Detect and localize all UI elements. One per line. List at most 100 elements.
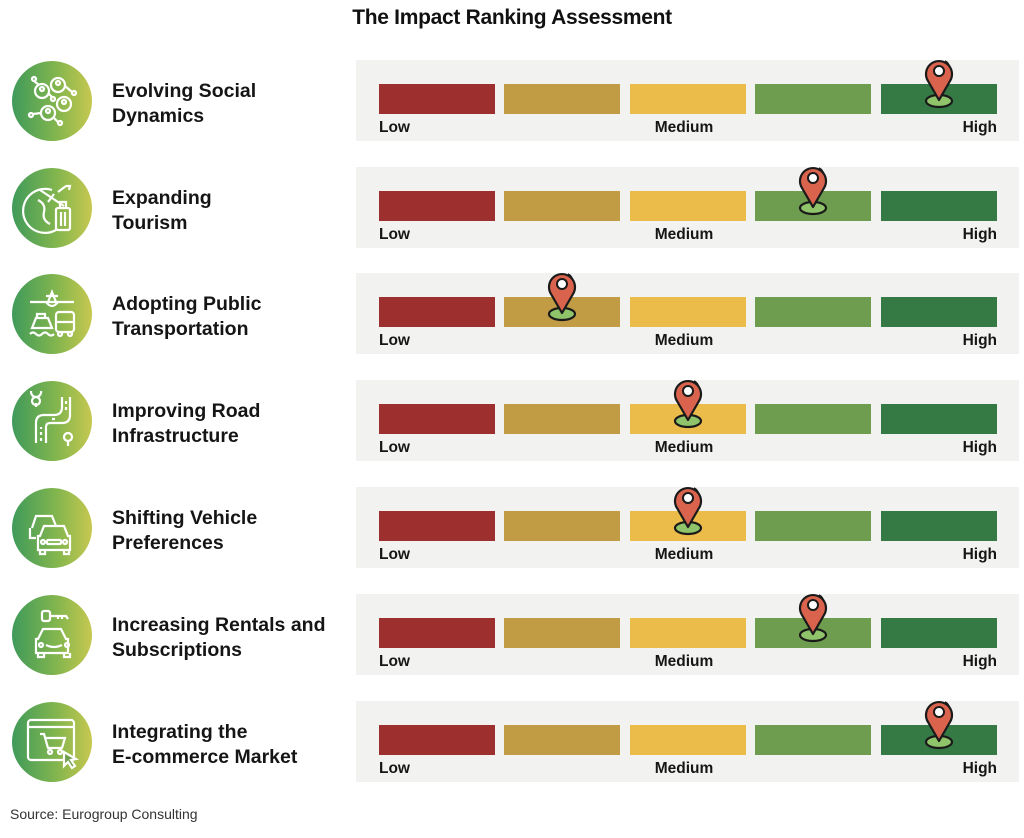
scale-segment-5 bbox=[881, 404, 997, 434]
ecommerce-cart-icon bbox=[12, 702, 92, 782]
factor-label-line: Expanding bbox=[112, 187, 212, 209]
scale-segment-1 bbox=[379, 297, 495, 327]
factor-label: Shifting Vehicle Preferences bbox=[112, 506, 257, 556]
factor-label-line: Evolving Social bbox=[112, 80, 257, 102]
factor-label: Adopting Public Transportation bbox=[112, 292, 261, 342]
scale-label-medium: Medium bbox=[654, 332, 714, 349]
scale-segment-1 bbox=[379, 511, 495, 541]
scale-label-high: High bbox=[962, 332, 997, 349]
factor-label-line: Dynamics bbox=[112, 105, 205, 127]
cars-icon bbox=[12, 488, 92, 568]
scale-segment-4 bbox=[755, 84, 871, 114]
scale-label-medium: Medium bbox=[654, 760, 714, 777]
scale-segment-1 bbox=[379, 191, 495, 221]
factor-label-line: Increasing Rentals and bbox=[112, 614, 326, 636]
scale-label-medium: Medium bbox=[654, 653, 714, 670]
scale-label-low: Low bbox=[379, 226, 410, 243]
scale-segment-1 bbox=[379, 618, 495, 648]
location-pin-icon bbox=[670, 375, 706, 429]
assessment-row: Expanding Tourism Low Medium High bbox=[0, 167, 1024, 257]
factor-label: Integrating the E-commerce Market bbox=[112, 720, 297, 770]
source-note: Source: Eurogroup Consulting bbox=[10, 806, 198, 822]
tourism-globe-luggage-icon bbox=[12, 168, 92, 248]
factor-label: Increasing Rentals and Subscriptions bbox=[112, 613, 325, 663]
location-pin-icon bbox=[544, 268, 580, 322]
chart-title: The Impact Ranking Assessment bbox=[352, 6, 672, 29]
scale-label-low: Low bbox=[379, 332, 410, 349]
scale-segment-2 bbox=[504, 618, 620, 648]
scale-label-low: Low bbox=[379, 760, 410, 777]
factor-label-line: Adopting Public bbox=[112, 293, 262, 315]
rating-scale: Low Medium High bbox=[356, 273, 1019, 354]
scale-label-high: High bbox=[962, 119, 997, 136]
scale-segment-3 bbox=[630, 618, 746, 648]
scale-segment-5 bbox=[881, 618, 997, 648]
assessment-row: Improving Road Infrastructure Low Medium Hig… bbox=[0, 380, 1024, 470]
rating-scale: Low Medium High bbox=[356, 487, 1019, 568]
scale-label-low: Low bbox=[379, 439, 410, 456]
scale-segment-5 bbox=[881, 511, 997, 541]
rating-scale: Low Medium High bbox=[356, 60, 1019, 141]
scale-segment-2 bbox=[504, 511, 620, 541]
scale-label-medium: Medium bbox=[654, 439, 714, 456]
public-transport-icon bbox=[12, 274, 92, 354]
scale-label-high: High bbox=[962, 760, 997, 777]
scale-segment-3 bbox=[630, 191, 746, 221]
location-pin-icon bbox=[795, 162, 831, 216]
scale-label-high: High bbox=[962, 439, 997, 456]
location-pin-icon bbox=[795, 589, 831, 643]
assessment-row: Evolving Social Dynamics Low Medium High bbox=[0, 60, 1024, 150]
scale-segment-2 bbox=[504, 404, 620, 434]
factor-label-line: E-commerce Market bbox=[112, 746, 298, 768]
scale-segment-2 bbox=[504, 84, 620, 114]
factor-label: Expanding Tourism bbox=[112, 186, 212, 236]
assessment-row: Adopting Public Transportation Low Medium Hi… bbox=[0, 273, 1024, 363]
factor-label-line: Tourism bbox=[112, 212, 188, 234]
rating-scale: Low Medium High bbox=[356, 167, 1019, 248]
scale-segment-5 bbox=[881, 297, 997, 327]
factor-label-line: Subscriptions bbox=[112, 639, 243, 661]
scale-label-high: High bbox=[962, 546, 997, 563]
scale-segment-1 bbox=[379, 725, 495, 755]
car-key-icon bbox=[12, 595, 92, 675]
factor-label-line: Transportation bbox=[112, 318, 249, 340]
factor-label: Evolving Social Dynamics bbox=[112, 79, 256, 129]
scale-label-medium: Medium bbox=[654, 546, 714, 563]
scale-label-high: High bbox=[962, 226, 997, 243]
factor-label-line: Improving Road bbox=[112, 400, 261, 422]
factor-label: Improving Road Infrastructure bbox=[112, 399, 260, 449]
scale-segment-3 bbox=[630, 725, 746, 755]
scale-segment-4 bbox=[755, 404, 871, 434]
scale-segment-4 bbox=[755, 511, 871, 541]
assessment-row: Increasing Rentals and Subscriptions Low Me… bbox=[0, 594, 1024, 684]
assessment-row: Integrating the E-commerce Market Low Mediu… bbox=[0, 701, 1024, 791]
assessment-row: Shifting Vehicle Preferences Low Medium High bbox=[0, 487, 1024, 577]
factor-label-line: Preferences bbox=[112, 532, 224, 554]
scale-label-low: Low bbox=[379, 653, 410, 670]
scale-segment-4 bbox=[755, 297, 871, 327]
scale-segment-1 bbox=[379, 84, 495, 114]
scale-label-medium: Medium bbox=[654, 119, 714, 136]
location-pin-icon bbox=[921, 55, 957, 109]
scale-label-low: Low bbox=[379, 119, 410, 136]
location-pin-icon bbox=[921, 696, 957, 750]
scale-segment-3 bbox=[630, 84, 746, 114]
road-map-icon bbox=[12, 381, 92, 461]
scale-label-low: Low bbox=[379, 546, 410, 563]
factor-label-line: Infrastructure bbox=[112, 425, 239, 447]
scale-segment-5 bbox=[881, 191, 997, 221]
factor-label-line: Integrating the bbox=[112, 721, 248, 743]
rating-scale: Low Medium High bbox=[356, 594, 1019, 675]
scale-segment-2 bbox=[504, 725, 620, 755]
scale-segment-4 bbox=[755, 725, 871, 755]
scale-label-high: High bbox=[962, 653, 997, 670]
social-network-icon bbox=[12, 61, 92, 141]
scale-segment-1 bbox=[379, 404, 495, 434]
scale-label-medium: Medium bbox=[654, 226, 714, 243]
rating-scale: Low Medium High bbox=[356, 701, 1019, 782]
scale-segment-2 bbox=[504, 191, 620, 221]
scale-segment-3 bbox=[630, 297, 746, 327]
factor-label-line: Shifting Vehicle bbox=[112, 507, 258, 529]
rating-scale: Low Medium High bbox=[356, 380, 1019, 461]
location-pin-icon bbox=[670, 482, 706, 536]
